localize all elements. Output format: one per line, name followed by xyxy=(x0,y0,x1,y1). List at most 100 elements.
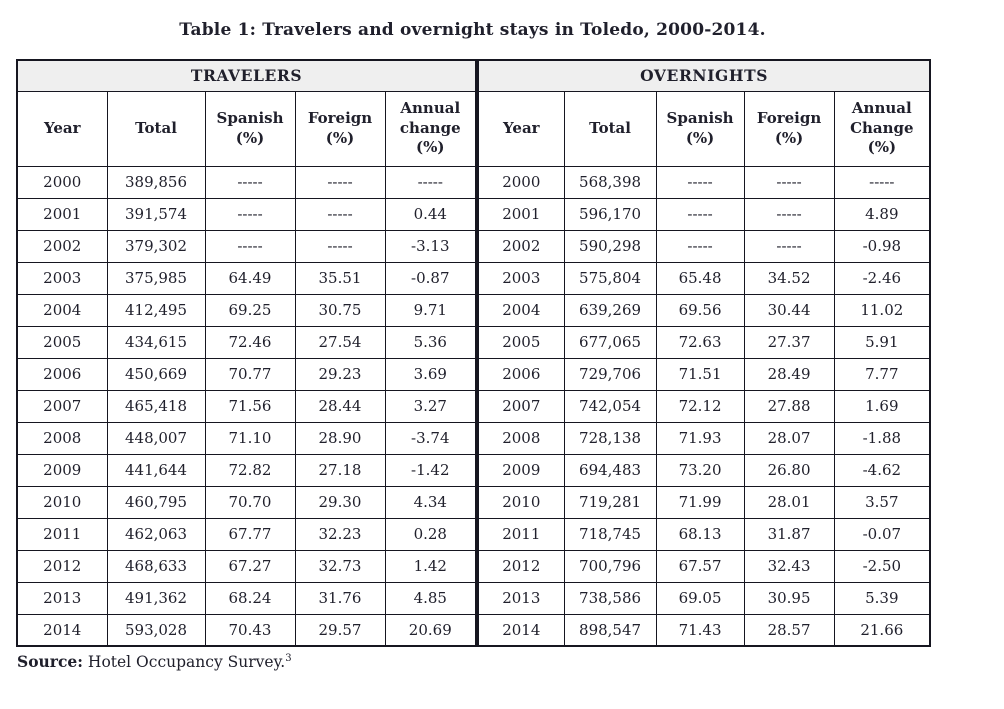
table-row: 2011 462,063 67.77 32.23 0.28 2011 718,7… xyxy=(16,517,931,551)
section-header-travelers: TRAVELERS xyxy=(16,59,480,92)
cell-overnights-year: 2006 xyxy=(476,357,565,391)
cell-travelers-annual-change: 4.85 xyxy=(384,581,480,615)
cell-overnights-spanish-pct: 71.99 xyxy=(655,485,745,519)
cell-travelers-foreign-pct: 29.30 xyxy=(294,485,386,519)
column-header-row: Year Total Spanish (%) Foreign (%) Annua… xyxy=(16,90,931,167)
cell-overnights-year: 2011 xyxy=(476,517,565,551)
cell-overnights-year: 2004 xyxy=(476,293,565,327)
cell-overnights-year: 2000 xyxy=(476,165,565,199)
col-header-travelers-total: Total xyxy=(106,90,206,167)
col-header-overnights-year: Year xyxy=(476,90,565,167)
cell-travelers-year: 2001 xyxy=(16,197,108,231)
cell-overnights-total: 728,138 xyxy=(563,421,657,455)
table-row: 2002 379,302 ----- ----- -3.13 2002 590,… xyxy=(16,229,931,263)
cell-travelers-foreign-pct: 29.23 xyxy=(294,357,386,391)
cell-overnights-total: 677,065 xyxy=(563,325,657,359)
cell-overnights-spanish-pct: 71.51 xyxy=(655,357,745,391)
cell-travelers-year: 2012 xyxy=(16,549,108,583)
cell-travelers-year: 2004 xyxy=(16,293,108,327)
cell-overnights-year: 2005 xyxy=(476,325,565,359)
cell-travelers-spanish-pct: ----- xyxy=(204,165,296,199)
cell-travelers-foreign-pct: 27.18 xyxy=(294,453,386,487)
cell-travelers-spanish-pct: 71.10 xyxy=(204,421,296,455)
cell-travelers-annual-change: 1.42 xyxy=(384,549,480,583)
cell-travelers-year: 2014 xyxy=(16,613,108,647)
cell-travelers-annual-change: -1.42 xyxy=(384,453,480,487)
cell-overnights-spanish-pct: ----- xyxy=(655,165,745,199)
cell-overnights-foreign-pct: ----- xyxy=(743,229,835,263)
cell-travelers-spanish-pct: 64.49 xyxy=(204,261,296,295)
cell-travelers-annual-change: 3.27 xyxy=(384,389,480,423)
cell-overnights-spanish-pct: 67.57 xyxy=(655,549,745,583)
cell-travelers-annual-change: -3.74 xyxy=(384,421,480,455)
table-row: 2006 450,669 70.77 29.23 3.69 2006 729,7… xyxy=(16,357,931,391)
section-header-row: TRAVELERS OVERNIGHTS xyxy=(16,59,931,92)
cell-overnights-annual-change: -0.07 xyxy=(833,517,931,551)
table-row: 2005 434,615 72.46 27.54 5.36 2005 677,0… xyxy=(16,325,931,359)
cell-overnights-annual-change: -1.88 xyxy=(833,421,931,455)
cell-overnights-spanish-pct: ----- xyxy=(655,197,745,231)
cell-overnights-annual-change: 7.77 xyxy=(833,357,931,391)
table-row: 2007 465,418 71.56 28.44 3.27 2007 742,0… xyxy=(16,389,931,423)
cell-travelers-total: 460,795 xyxy=(106,485,206,519)
cell-overnights-foreign-pct: 28.07 xyxy=(743,421,835,455)
cell-travelers-spanish-pct: 67.27 xyxy=(204,549,296,583)
cell-travelers-spanish-pct: ----- xyxy=(204,197,296,231)
cell-travelers-total: 434,615 xyxy=(106,325,206,359)
table-caption: Table 1: Travelers and overnight stays i… xyxy=(179,20,766,40)
cell-travelers-spanish-pct: 71.56 xyxy=(204,389,296,423)
cell-travelers-spanish-pct: 69.25 xyxy=(204,293,296,327)
cell-overnights-annual-change: 11.02 xyxy=(833,293,931,327)
cell-travelers-annual-change: 0.44 xyxy=(384,197,480,231)
cell-travelers-annual-change: 5.36 xyxy=(384,325,480,359)
col-header-overnights-total: Total xyxy=(563,90,657,167)
cell-travelers-spanish-pct: 72.46 xyxy=(204,325,296,359)
cell-travelers-spanish-pct: ----- xyxy=(204,229,296,263)
col-header-travelers-annual-change: Annual change (%) xyxy=(384,90,480,167)
cell-overnights-spanish-pct: 72.63 xyxy=(655,325,745,359)
col-header-travelers-foreign-pct: Foreign (%) xyxy=(294,90,386,167)
cell-overnights-year: 2001 xyxy=(476,197,565,231)
cell-overnights-annual-change: 21.66 xyxy=(833,613,931,647)
cell-travelers-spanish-pct: 70.43 xyxy=(204,613,296,647)
table-row: 2003 375,985 64.49 35.51 -0.87 2003 575,… xyxy=(16,261,931,295)
table-row: 2004 412,495 69.25 30.75 9.71 2004 639,2… xyxy=(16,293,931,327)
cell-travelers-annual-change: ----- xyxy=(384,165,480,199)
cell-travelers-foreign-pct: 28.44 xyxy=(294,389,386,423)
cell-overnights-total: 738,586 xyxy=(563,581,657,615)
table-head: TRAVELERS OVERNIGHTS Year Total Spanish … xyxy=(16,59,931,167)
cell-travelers-foreign-pct: ----- xyxy=(294,165,386,199)
cell-travelers-total: 468,633 xyxy=(106,549,206,583)
cell-overnights-total: 575,804 xyxy=(563,261,657,295)
cell-overnights-foreign-pct: 28.57 xyxy=(743,613,835,647)
cell-travelers-foreign-pct: 32.73 xyxy=(294,549,386,583)
cell-travelers-annual-change: 9.71 xyxy=(384,293,480,327)
cell-travelers-total: 391,574 xyxy=(106,197,206,231)
cell-overnights-spanish-pct: 65.48 xyxy=(655,261,745,295)
cell-travelers-foreign-pct: 31.76 xyxy=(294,581,386,615)
cell-travelers-total: 491,362 xyxy=(106,581,206,615)
cell-overnights-annual-change: 5.39 xyxy=(833,581,931,615)
cell-overnights-foreign-pct: 26.80 xyxy=(743,453,835,487)
cell-overnights-total: 898,547 xyxy=(563,613,657,647)
cell-travelers-year: 2006 xyxy=(16,357,108,391)
table-row: 2010 460,795 70.70 29.30 4.34 2010 719,2… xyxy=(16,485,931,519)
table-row: 2012 468,633 67.27 32.73 1.42 2012 700,7… xyxy=(16,549,931,583)
cell-overnights-year: 2014 xyxy=(476,613,565,647)
cell-overnights-spanish-pct: ----- xyxy=(655,229,745,263)
cell-overnights-spanish-pct: 69.05 xyxy=(655,581,745,615)
source-label: Source: xyxy=(17,652,83,671)
cell-overnights-year: 2002 xyxy=(476,229,565,263)
cell-travelers-year: 2005 xyxy=(16,325,108,359)
cell-overnights-foreign-pct: 28.01 xyxy=(743,485,835,519)
cell-overnights-year: 2013 xyxy=(476,581,565,615)
cell-overnights-foreign-pct: 28.49 xyxy=(743,357,835,391)
source-text: Hotel Occupancy Survey. xyxy=(83,653,286,671)
cell-overnights-foreign-pct: 34.52 xyxy=(743,261,835,295)
cell-travelers-annual-change: 20.69 xyxy=(384,613,480,647)
cell-travelers-annual-change: -0.87 xyxy=(384,261,480,295)
cell-overnights-year: 2003 xyxy=(476,261,565,295)
cell-travelers-spanish-pct: 67.77 xyxy=(204,517,296,551)
table-row: 2000 389,856 ----- ----- ----- 2000 568,… xyxy=(16,165,931,199)
cell-travelers-total: 462,063 xyxy=(106,517,206,551)
